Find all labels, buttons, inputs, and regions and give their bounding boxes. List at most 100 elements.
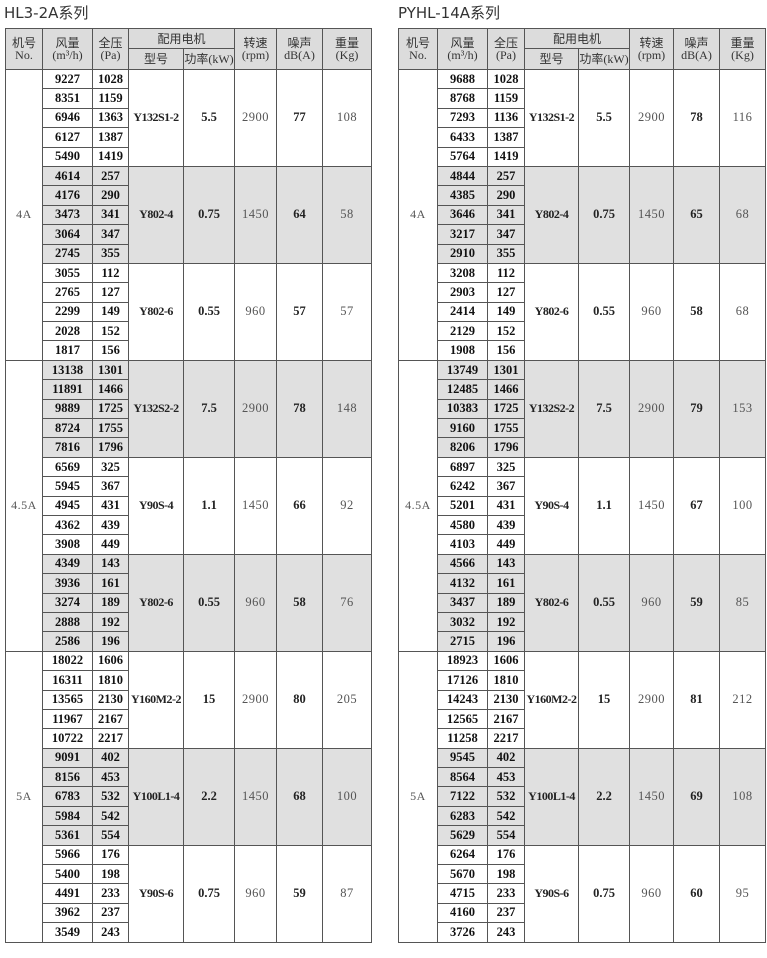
table-row: 2765 127 <box>6 282 372 303</box>
machine-number: 5A <box>5 650 43 943</box>
motor-power-cell: 0.55 <box>577 553 631 652</box>
pressure-cell: 290 <box>487 185 525 206</box>
table-row: 3549 243 <box>6 922 372 943</box>
flow-cell: 4844 <box>437 165 488 187</box>
weight-cell: 148 <box>322 359 373 458</box>
flow-cell: 3726 <box>437 922 488 943</box>
noise-cell: 69 <box>673 747 721 846</box>
pressure-cell: 143 <box>92 553 129 575</box>
header-no: 机号 No. <box>398 28 438 70</box>
flow-cell: 11967 <box>42 708 93 730</box>
header-pressure-text: (Pa) <box>496 48 516 62</box>
table-row: 4844 257 Y802-4 0.75 1450 65 68 <box>399 165 767 264</box>
header-no-text: 机号 <box>11 36 36 50</box>
noise-cell: 64 <box>276 165 324 264</box>
flow-cell: 7122 <box>437 786 488 807</box>
flow-cell: 1817 <box>42 340 93 361</box>
table-row: 6569 325 Y90S-4 1.1 1450 66 92 <box>6 456 373 555</box>
table-row: 5629 554 <box>399 825 766 846</box>
table-row: 3437 189 <box>399 592 766 613</box>
pressure-cell: 112 <box>92 262 129 284</box>
machine-number: 4A <box>5 69 43 361</box>
flow-cell: 11258 <box>437 728 488 749</box>
flow-cell: 9160 <box>437 418 488 439</box>
motor-model-cell: Y802-6 <box>524 262 579 361</box>
header-speed-text: (rpm) <box>637 48 666 62</box>
noise-cell: 65 <box>673 165 721 264</box>
table-row: 6946 1363 <box>6 107 372 129</box>
table-row: 4160 237 <box>399 902 766 924</box>
motor-model-cell: Y802-4 <box>524 165 579 264</box>
noise-cell: 81 <box>673 650 721 749</box>
header-power-text: 功率(kW) <box>579 52 629 66</box>
pressure-cell: 257 <box>487 165 525 187</box>
motor-power-cell: 0.75 <box>182 844 236 943</box>
pressure-cell: 2217 <box>487 728 525 749</box>
header-flow-text: (m³/h) <box>52 48 83 62</box>
flow-cell: 6783 <box>42 786 93 807</box>
flow-cell: 3208 <box>437 262 488 284</box>
pressure-cell: 1796 <box>487 437 525 458</box>
noise-cell: 79 <box>673 359 721 458</box>
weight-cell: 108 <box>322 69 373 167</box>
motor-power-cell: 15 <box>182 650 236 749</box>
table-row: 4176 290 <box>6 185 372 206</box>
noise-cell: 59 <box>276 844 324 943</box>
flow-cell: 13138 <box>42 359 93 381</box>
header-weight: 重量 (Kg) <box>322 28 373 70</box>
pressure-cell: 2167 <box>487 708 525 730</box>
speed-cell: 960 <box>629 844 675 943</box>
table-row: 4580 439 <box>399 514 766 536</box>
motor-power-cell: 0.55 <box>182 262 236 361</box>
flow-cell: 2299 <box>42 301 93 323</box>
pressure-cell: 402 <box>92 747 129 769</box>
flow-cell: 5490 <box>42 146 93 167</box>
pressure-cell: 192 <box>92 611 129 633</box>
header-flow-text: 风量 <box>450 36 475 50</box>
flow-cell: 4103 <box>437 534 488 555</box>
motor-model-cell: Y132S2-2 <box>524 359 579 458</box>
table-row: 4362 439 <box>6 514 372 536</box>
header-pressure-text: (Pa) <box>100 48 121 62</box>
noise-cell: 77 <box>276 69 324 167</box>
header-speed-text: (rpm) <box>241 48 270 62</box>
header-motor: 配用电机 <box>127 28 236 49</box>
flow-cell: 6127 <box>42 127 93 148</box>
table-row: 2028 152 <box>6 321 372 342</box>
motor-power-cell: 1.1 <box>182 456 236 555</box>
speed-cell: 2900 <box>234 650 278 749</box>
pressure-cell: 1466 <box>487 379 525 400</box>
table-row: 4385 290 <box>399 185 766 206</box>
machine-number: 5A <box>398 650 438 943</box>
flow-cell: 7293 <box>437 107 488 129</box>
pressure-cell: 341 <box>92 204 129 226</box>
noise-cell: 67 <box>673 456 721 555</box>
flow-cell: 3437 <box>437 592 488 613</box>
spec-table-hl3-2a: 机号 No. 风量 (m³/h) 全压 (Pa) 配用电机 转速 (rpm) 噪声 dB(A) 重量(… <box>5 28 373 943</box>
flow-cell: 3908 <box>42 534 93 555</box>
motor-model-cell: Y802-6 <box>128 553 184 652</box>
speed-cell: 1450 <box>234 747 278 846</box>
header-power: 功率(kW) <box>577 48 631 70</box>
speed-cell: 1450 <box>234 456 278 555</box>
header-no-text: No. <box>409 48 427 62</box>
pressure-cell: 1301 <box>92 359 129 381</box>
pressure-cell: 156 <box>487 340 525 361</box>
table-row: 8564 453 <box>399 767 766 788</box>
flow-cell: 6283 <box>437 805 488 827</box>
motor-model-cell: Y90S-6 <box>524 844 579 943</box>
pressure-cell: 542 <box>487 805 525 827</box>
pressure-cell: 453 <box>487 767 525 788</box>
motor-power-cell: 0.55 <box>577 262 631 361</box>
pressure-cell: 1606 <box>487 650 525 672</box>
flow-cell: 4580 <box>437 514 488 536</box>
pressure-cell: 1796 <box>92 437 129 458</box>
speed-cell: 960 <box>629 262 675 361</box>
pressure-cell: 161 <box>487 573 525 594</box>
pressure-cell: 243 <box>487 922 525 943</box>
weight-cell: 205 <box>322 650 373 749</box>
flow-cell: 9688 <box>437 68 488 90</box>
pressure-cell: 237 <box>92 902 129 924</box>
noise-cell: 58 <box>276 553 324 652</box>
pressure-cell: 233 <box>487 883 525 904</box>
